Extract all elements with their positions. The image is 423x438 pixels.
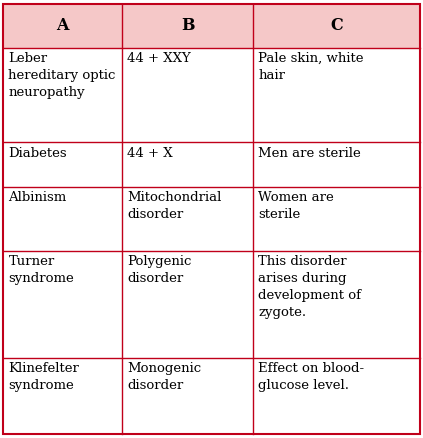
Text: B: B xyxy=(181,17,194,34)
Text: A: A xyxy=(56,17,69,34)
Bar xyxy=(122,48,253,142)
Bar xyxy=(253,187,420,251)
Text: This disorder
arises during
development of
zygote.: This disorder arises during development … xyxy=(258,255,361,319)
Bar xyxy=(3,4,122,48)
Bar xyxy=(122,4,253,48)
Text: 44 + XXY: 44 + XXY xyxy=(127,52,191,65)
Text: Polygenic
disorder: Polygenic disorder xyxy=(127,255,192,285)
Text: C: C xyxy=(330,17,343,34)
Text: Turner
syndrome: Turner syndrome xyxy=(8,255,74,285)
Bar xyxy=(253,358,420,434)
Text: Albinism: Albinism xyxy=(8,191,67,204)
Bar xyxy=(3,142,122,187)
Bar xyxy=(253,4,420,48)
Bar xyxy=(253,142,420,187)
Bar xyxy=(122,187,253,251)
Text: Monogenic
disorder: Monogenic disorder xyxy=(127,362,201,392)
Bar xyxy=(122,358,253,434)
Bar xyxy=(122,251,253,358)
Bar xyxy=(3,187,122,251)
Bar xyxy=(122,142,253,187)
Text: Leber
hereditary optic
neuropathy: Leber hereditary optic neuropathy xyxy=(8,52,116,99)
Bar xyxy=(253,251,420,358)
Text: Women are
sterile: Women are sterile xyxy=(258,191,334,221)
Text: Pale skin, white
hair: Pale skin, white hair xyxy=(258,52,364,82)
Text: Mitochondrial
disorder: Mitochondrial disorder xyxy=(127,191,222,221)
Text: Men are sterile: Men are sterile xyxy=(258,147,361,160)
Bar xyxy=(253,48,420,142)
Bar xyxy=(3,358,122,434)
Text: Effect on blood-
glucose level.: Effect on blood- glucose level. xyxy=(258,362,364,392)
Bar xyxy=(3,251,122,358)
Text: 44 + X: 44 + X xyxy=(127,147,173,160)
Text: Diabetes: Diabetes xyxy=(8,147,67,160)
Text: Klinefelter
syndrome: Klinefelter syndrome xyxy=(8,362,80,392)
Bar xyxy=(3,48,122,142)
